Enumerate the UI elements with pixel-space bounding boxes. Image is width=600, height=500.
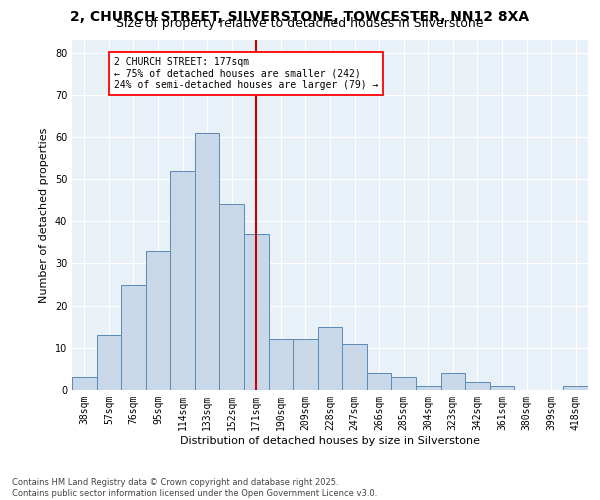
Bar	[465, 382, 490, 390]
Text: Contains HM Land Registry data © Crown copyright and database right 2025.
Contai: Contains HM Land Registry data © Crown c…	[12, 478, 377, 498]
X-axis label: Distribution of detached houses by size in Silverstone: Distribution of detached houses by size …	[180, 436, 480, 446]
Bar	[146, 251, 170, 390]
Bar	[269, 340, 293, 390]
Text: 2 CHURCH STREET: 177sqm
← 75% of detached houses are smaller (242)
24% of semi-d: 2 CHURCH STREET: 177sqm ← 75% of detache…	[114, 57, 378, 90]
Bar	[170, 170, 195, 390]
Bar	[121, 284, 146, 390]
Y-axis label: Number of detached properties: Number of detached properties	[39, 128, 49, 302]
Bar	[195, 133, 220, 390]
Bar	[440, 373, 465, 390]
Bar	[72, 378, 97, 390]
Bar	[244, 234, 269, 390]
Bar	[318, 326, 342, 390]
Bar	[391, 378, 416, 390]
Bar	[220, 204, 244, 390]
Bar	[563, 386, 588, 390]
Bar	[490, 386, 514, 390]
Bar	[416, 386, 440, 390]
Bar	[293, 340, 318, 390]
Text: 2, CHURCH STREET, SILVERSTONE, TOWCESTER, NN12 8XA: 2, CHURCH STREET, SILVERSTONE, TOWCESTER…	[70, 10, 530, 24]
Text: Size of property relative to detached houses in Silverstone: Size of property relative to detached ho…	[116, 18, 484, 30]
Bar	[367, 373, 391, 390]
Bar	[97, 335, 121, 390]
Bar	[342, 344, 367, 390]
